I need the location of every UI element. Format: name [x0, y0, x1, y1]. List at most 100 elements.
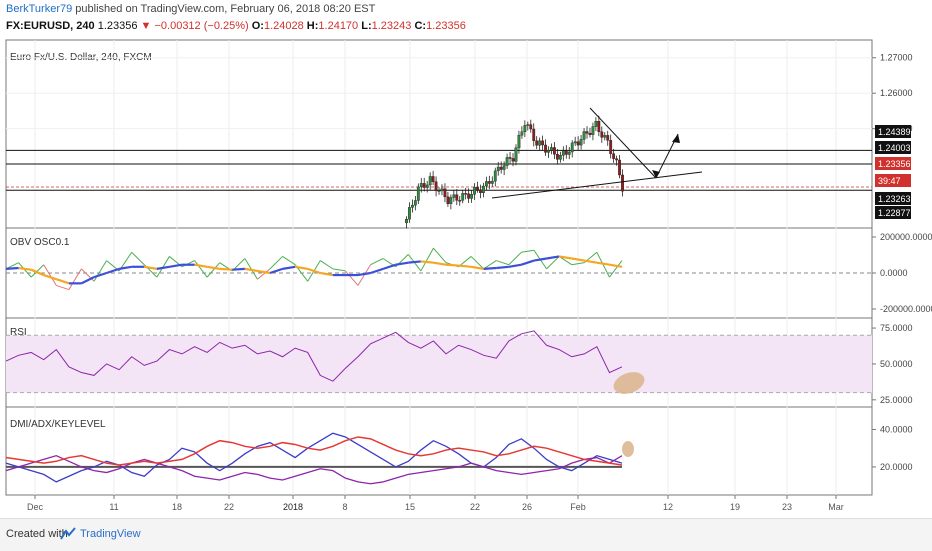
candle-body: [579, 139, 583, 146]
obv-tick-label: 200000.0000: [880, 232, 932, 242]
candle-body: [473, 187, 476, 195]
candle-body: [479, 189, 482, 193]
candle-body: [449, 197, 453, 204]
candle-body: [609, 140, 613, 154]
price-tag-label: 1.24003: [878, 143, 911, 153]
x-tick-label: 11: [109, 502, 118, 512]
obv-trend-segment: [118, 265, 132, 270]
x-tick-label: Mar: [828, 502, 844, 512]
obv-oscillator-segment: [496, 260, 510, 266]
obv-trend-segment: [93, 271, 107, 279]
obv-trend-segment: [483, 266, 497, 270]
obv-trend-segment: [43, 274, 57, 281]
obv-tick-label: -200000.0000: [880, 304, 932, 314]
obv-trend-segment: [156, 265, 170, 270]
candle-body: [476, 187, 479, 191]
candle-body: [532, 128, 536, 141]
candle-body: [615, 158, 619, 161]
price-change: −0.00312 (−0.25%): [154, 20, 249, 32]
obv-oscillator-segment: [546, 256, 560, 270]
candle-body: [567, 151, 571, 155]
obv-oscillator-segment: [345, 270, 359, 286]
obv-oscillator-segment: [68, 268, 82, 290]
candle-body: [422, 183, 426, 188]
candle-body: [416, 186, 420, 201]
candle-body: [585, 131, 589, 134]
highlight-ellipse: [613, 372, 645, 394]
rsi-line: [5, 330, 623, 382]
price-tag: [875, 157, 911, 170]
obv-trend-segment: [206, 265, 220, 270]
rsi-band: [6, 335, 872, 393]
candle-body: [514, 147, 518, 162]
rsi-tick-label: 25.0000: [880, 395, 913, 405]
candle-body: [405, 218, 408, 223]
candle-body: [588, 133, 592, 135]
publish-info: BerkTurker79 published on TradingView.co…: [6, 3, 375, 15]
trendline: [491, 171, 703, 199]
candle-body: [431, 176, 435, 182]
obv-tick-label: 0.0000: [880, 268, 908, 278]
high-label: H:: [306, 20, 319, 32]
chart-area[interactable]: Euro Fx/U.S. Dollar, 240, FXCM 1.270001.2…: [0, 0, 932, 518]
candle-body: [550, 147, 553, 151]
candle-body: [490, 180, 494, 184]
obv-trend-segment: [169, 263, 183, 268]
candle-body: [499, 166, 503, 170]
price-tag: [875, 192, 911, 205]
candle-body: [434, 181, 438, 191]
obv-trend-segment: [357, 271, 371, 277]
candle-body: [558, 155, 562, 160]
candle-body: [502, 165, 506, 170]
symbol-label: FX:EURUSD, 240: [6, 20, 95, 32]
obv-trend-segment: [282, 265, 296, 270]
obv-oscillator-segment: [332, 268, 346, 272]
x-tick-label: 22: [224, 502, 234, 512]
ohlc-line: FX:EURUSD, 240 1.23356 ▼ −0.00312 (−0.25…: [6, 20, 466, 32]
obv-trend-segment: [508, 263, 522, 268]
candle-body: [582, 131, 586, 140]
obv-trend-segment: [5, 266, 19, 270]
created-with-text: Created with: [6, 528, 68, 540]
x-tick-label: 2018: [283, 502, 303, 512]
price-tag-label: 1.23263: [878, 194, 911, 204]
obv-trend-segment: [609, 263, 623, 268]
candle-body: [413, 200, 417, 206]
price-tag: [875, 174, 911, 187]
candle-body: [470, 194, 473, 199]
obv-trend-segment: [194, 263, 208, 268]
tradingview-brand-link[interactable]: TradingView: [80, 528, 141, 540]
obv-oscillator-segment: [483, 260, 497, 270]
arrow-head-icon: [672, 134, 680, 143]
highlight-ellipse: [622, 441, 634, 457]
obv-trend-segment: [244, 267, 258, 273]
adx-line: [5, 436, 623, 466]
x-tick-label: Feb: [570, 502, 586, 512]
candle-body: [440, 188, 444, 191]
low-label: L:: [361, 20, 372, 32]
candle-body: [410, 204, 414, 208]
candle-body: [556, 154, 559, 160]
candle-body: [553, 147, 556, 155]
price-tag-label: 1.22877: [878, 208, 911, 218]
candle-body: [428, 176, 432, 186]
price-tag-label: 39:47: [878, 176, 901, 186]
last-price: 1.23356: [97, 20, 138, 32]
obv-trend-segment: [571, 257, 585, 262]
candle-body: [496, 166, 500, 172]
price-tick-label: 1.26000: [880, 88, 913, 98]
candle-body: [493, 170, 497, 182]
price-tag: [875, 206, 911, 219]
price-tag-label: 1.23356: [878, 159, 911, 169]
obv-trend-segment: [458, 264, 472, 268]
candle-body: [419, 183, 423, 188]
candle-body: [612, 153, 616, 159]
candle-body: [526, 124, 530, 126]
obv-trend-segment: [370, 267, 384, 275]
obv-trend-segment: [307, 267, 321, 275]
publisher-link[interactable]: BerkTurker79: [6, 3, 73, 15]
candle-body: [487, 181, 491, 184]
obv-trend-segment: [420, 260, 434, 264]
candle-body: [535, 140, 539, 146]
candle-body: [461, 193, 465, 201]
